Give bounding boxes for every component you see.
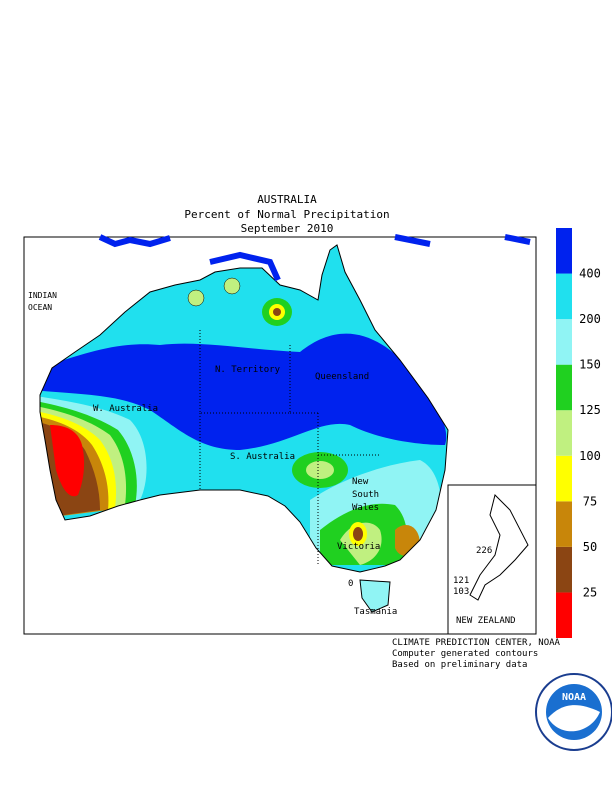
region-label: New <box>352 477 369 487</box>
region-label: Wales <box>352 503 379 513</box>
colorbar-segment <box>556 228 572 274</box>
colorbar-segment <box>556 319 572 365</box>
nz-outline <box>469 494 529 601</box>
subtitle: Percent of Normal Precipitation <box>184 208 389 221</box>
colorbar-segment <box>556 410 572 456</box>
colorbar-label: 100 <box>579 449 601 463</box>
colorbar-segment <box>556 501 572 547</box>
period: September 2010 <box>241 222 334 235</box>
colorbar-segment <box>556 592 572 638</box>
colorbar-label: 50 <box>583 540 597 554</box>
island <box>187 289 205 307</box>
credit: Computer generated contours <box>392 649 538 659</box>
credit: CLIMATE PREDICTION CENTER, NOAA <box>392 638 561 648</box>
ocean-label: INDIAN <box>28 291 57 300</box>
colorbar-label: 400 <box>579 267 601 281</box>
colorbar-label: 150 <box>579 358 601 372</box>
region-label: W. Australia <box>93 404 158 414</box>
credit: Based on preliminary data <box>392 660 527 670</box>
region-label: Victoria <box>337 542 380 552</box>
colorbar-label: 200 <box>579 312 601 326</box>
ocean-label: OCEAN <box>28 303 52 312</box>
colorbar-segment <box>556 455 572 502</box>
contour-label: 103 <box>453 587 469 597</box>
region-label: S. Australia <box>230 452 295 462</box>
borders <box>199 330 380 565</box>
colorbar-segment <box>556 364 572 411</box>
region-label: N. Territory <box>215 365 281 375</box>
colorbar-label: 25 <box>583 585 597 599</box>
colorbar-label: 75 <box>583 494 597 508</box>
tasmania <box>359 579 391 613</box>
islands <box>98 234 531 282</box>
contour-label: 226 <box>476 546 492 556</box>
island <box>223 277 241 295</box>
colorbar-label: 125 <box>579 403 601 417</box>
region-label: Tasmania <box>354 607 397 617</box>
region-label: NEW ZEALAND <box>456 616 516 626</box>
region-label: Queensland <box>315 372 369 382</box>
region-label: South <box>352 490 379 500</box>
noaa-gull <box>548 705 600 732</box>
colorbar: 25 50 75 100 125 150 200 400 <box>556 228 601 638</box>
title: AUSTRALIA <box>257 193 317 206</box>
contour-label: 0 <box>348 579 353 589</box>
logo-text: NOAA <box>562 692 586 703</box>
colorbar-segment <box>556 273 572 320</box>
contour-label: 121 <box>453 576 469 586</box>
colorbar-segment <box>556 546 572 593</box>
